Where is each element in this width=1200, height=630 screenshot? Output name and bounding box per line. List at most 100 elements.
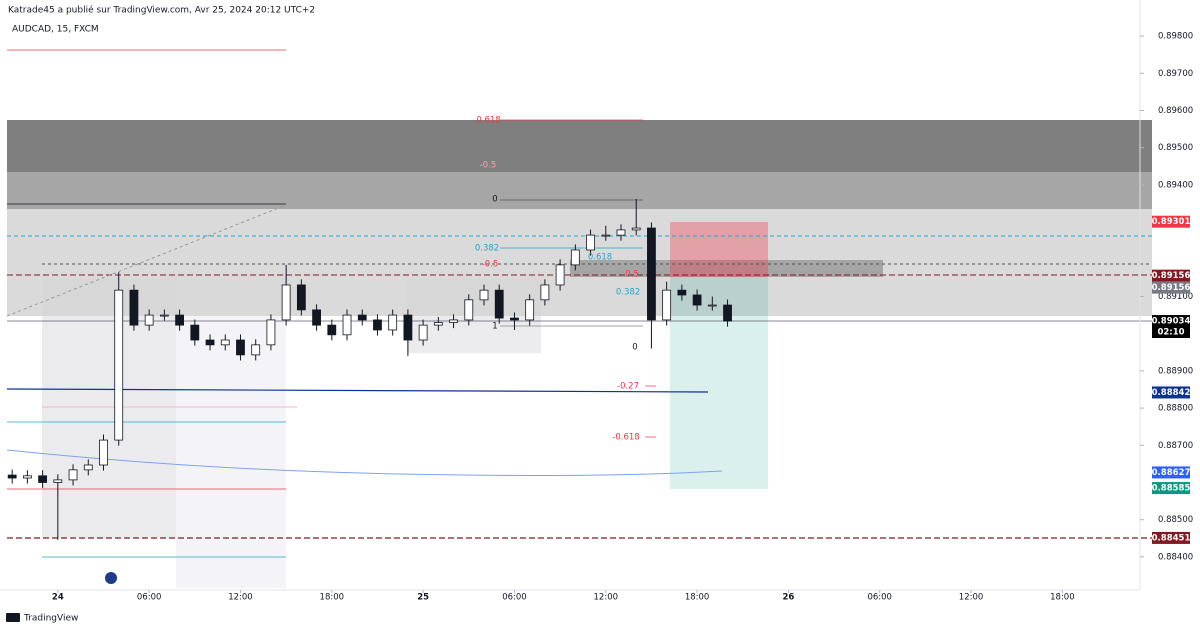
candle-body [342, 314, 352, 336]
footer-brand: TradingView [23, 614, 78, 624]
candle-body [692, 294, 702, 306]
price-tag-label: 0.88451 [1152, 533, 1191, 543]
candle-body [266, 319, 276, 346]
candle-body [403, 314, 413, 341]
x-tick-label: 12:00 [959, 593, 984, 603]
y-tick-label: 0.89400 [1158, 180, 1193, 190]
price-tag-label: 0.88585 [1152, 484, 1191, 494]
candle-body [236, 339, 245, 356]
candle-body [601, 234, 611, 237]
y-tick-label: 0.88900 [1158, 366, 1193, 376]
fib-label: 0 [492, 195, 497, 205]
x-tick-label: 06:00 [867, 593, 892, 603]
candle-body [616, 229, 626, 236]
publisher: Katrade45 a publié sur TradingView.com, … [8, 5, 315, 16]
candle-body [22, 475, 32, 479]
price-tag [1152, 315, 1190, 339]
price-tag [1152, 269, 1190, 282]
x-tick-label: 18:00 [320, 593, 345, 603]
candle-body [281, 284, 291, 321]
candle-body [53, 479, 63, 483]
candle-body [373, 319, 382, 331]
fib-label: 1 [492, 322, 497, 332]
y-tick-label: 0.88800 [1158, 404, 1193, 414]
candle-body [464, 299, 474, 321]
candle-body [38, 475, 48, 483]
candle-body [540, 284, 550, 301]
y-tick-label: 0.88400 [1158, 552, 1193, 562]
y-tick-label: 0.88700 [1158, 441, 1193, 451]
price-tag-label: 0.89156 [1152, 283, 1191, 293]
price-tag-label: 0.88627 [1152, 468, 1191, 478]
candle-body [525, 299, 535, 321]
fib-label: 0.5 [625, 270, 639, 280]
fib-label: -0.27 [617, 382, 639, 392]
candle-body [570, 249, 580, 266]
candle-body [190, 324, 200, 341]
price-tag [1152, 281, 1190, 294]
candle-body [449, 319, 458, 323]
fib-label: 0.618 [588, 253, 612, 263]
candle-body [433, 322, 443, 326]
x-tick-label: 25 [417, 593, 429, 603]
stop-zone [670, 222, 768, 277]
candle-body [327, 324, 337, 336]
candle-body [251, 344, 261, 356]
y-tick-label: 0.89500 [1158, 143, 1193, 153]
supply-zone [7, 120, 1152, 172]
candle-body [83, 464, 93, 471]
candle-body [7, 474, 17, 479]
x-tick-label: 06:00 [502, 593, 527, 603]
fib-label: -0.618 [473, 116, 500, 126]
x-tick-label: 18:00 [1050, 593, 1075, 603]
candle-body [662, 289, 672, 321]
session-zone [42, 278, 176, 538]
x-tick-label: 06:00 [137, 593, 162, 603]
price-tag-label: 0.88842 [1152, 388, 1191, 398]
x-tick-label: 26 [782, 593, 794, 603]
candle-body [357, 314, 367, 321]
candle-body [220, 339, 230, 346]
candle-body [114, 289, 124, 441]
level-line [6, 388, 709, 393]
price-tag [1152, 386, 1190, 399]
candle-body [159, 314, 169, 317]
candle-body [555, 264, 565, 286]
candle-body [586, 234, 595, 251]
fib-label: -0.5 [482, 260, 499, 270]
price-tag-label: 0.89156 [1152, 271, 1191, 281]
candle-body [723, 304, 732, 322]
candle-body [129, 289, 139, 326]
candle-body [677, 289, 687, 296]
price-tag [1152, 215, 1190, 228]
fib-label: 0.382 [616, 288, 640, 298]
y-tick-label: 0.89600 [1158, 106, 1193, 116]
y-tick-label: 0.89100 [1158, 292, 1193, 302]
x-tick-label: 12:00 [228, 593, 253, 603]
candle-body [707, 304, 717, 307]
fib-label: 0.382 [475, 244, 499, 254]
price-tag-label: 0.89301 [1152, 217, 1191, 227]
y-tick-label: 0.88500 [1158, 515, 1193, 525]
trend-line [6, 204, 287, 317]
fib-label: 0 [632, 343, 637, 353]
candle-body [510, 317, 519, 321]
price-tag [1152, 466, 1190, 479]
candle-body [479, 289, 489, 301]
target-zone [670, 277, 768, 489]
candle-body [494, 289, 504, 319]
x-tick-label: 12:00 [594, 593, 619, 603]
flag-icon [105, 572, 117, 584]
price-tag [1152, 531, 1190, 544]
candle-body [68, 469, 78, 481]
candle-body [388, 314, 398, 331]
moving-average [6, 449, 723, 476]
supply-zone [7, 172, 1152, 209]
candle-body [99, 439, 108, 466]
y-tick-label: 0.89700 [1158, 69, 1193, 79]
y-tick-label: 0.89800 [1158, 32, 1193, 42]
symbol-title: AUDCAD, 15, FXCM [12, 25, 99, 35]
countdown: 02:10 [1157, 328, 1184, 338]
candle-body [296, 284, 306, 311]
candle-body [144, 314, 154, 326]
